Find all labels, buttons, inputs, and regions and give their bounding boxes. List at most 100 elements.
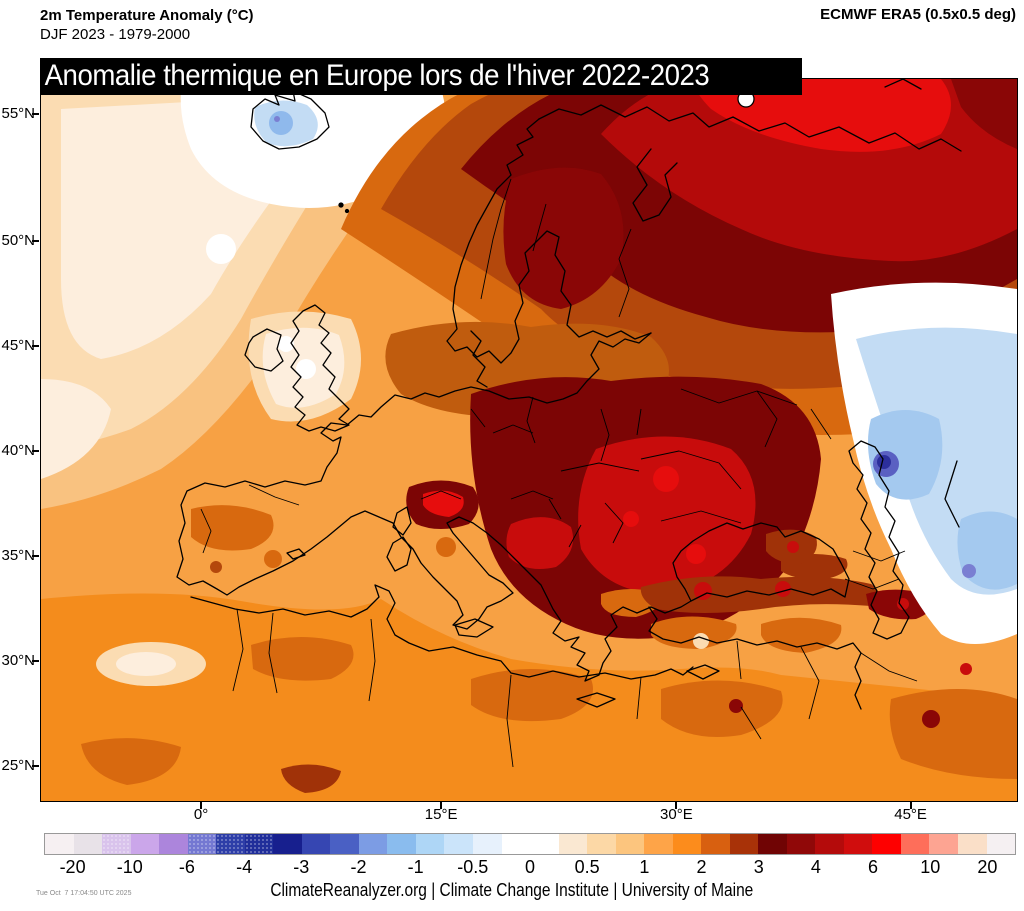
map-contour-shape	[269, 111, 293, 135]
colorbar-segment	[216, 834, 245, 854]
colorbar-segment	[587, 834, 616, 854]
lat-label: 35°N	[1, 547, 35, 565]
map-contour-shape	[576, 692, 616, 708]
map-contour-shape	[884, 79, 922, 90]
map-contour-shape	[200, 484, 300, 554]
colorbar-segment	[929, 834, 958, 854]
colorbar-segment	[159, 834, 188, 854]
map-contour-shape	[648, 606, 862, 710]
country-borders	[200, 178, 918, 768]
footer-credit: ClimateReanalyzer.org | Climate Change I…	[0, 880, 1024, 901]
lat-label: 30°N	[1, 651, 35, 669]
colorbar	[44, 833, 1016, 855]
colorbar-tick-label: -1	[407, 857, 424, 877]
colorbar-segment	[843, 834, 873, 854]
colorbar-segment	[786, 834, 816, 854]
colorbar-tick-label: -2	[350, 857, 367, 877]
map-contour-shape	[951, 79, 1017, 149]
colorbar-segment	[758, 834, 787, 854]
map-contour-shape	[736, 640, 918, 720]
map-contour-shape	[694, 582, 712, 600]
colorbar-segment	[530, 834, 559, 854]
map-contour-shape	[506, 517, 574, 570]
map-contour-shape	[480, 178, 512, 300]
map-contour-shape	[206, 234, 236, 264]
colorbar-tick-label: -10	[116, 857, 143, 877]
map-contour-shape	[691, 79, 951, 152]
lat-label: 25°N	[1, 756, 35, 774]
lat-tick	[32, 659, 39, 662]
colorbar-segment	[729, 834, 759, 854]
colorbar-segment	[130, 834, 160, 854]
map-contour-shape	[81, 738, 181, 785]
coastlines	[176, 79, 962, 710]
colorbar-tick-label: -4	[236, 857, 253, 877]
colorbar-tick-labels: -20 -10 -6 -4 -3 -2 -1 -0.5 0 0.5 1 2 3 4 6 10 20	[44, 857, 1016, 879]
map-contour-shape	[471, 669, 593, 722]
map-contour-shape	[686, 664, 720, 680]
colorbar-segment	[615, 834, 645, 854]
map-contour-shape	[756, 390, 832, 448]
anomaly-map: Anomalie thermique en Europe lors de l'h…	[1, 58, 1018, 823]
colorbar-segment	[73, 834, 103, 854]
lon-label: 45°E	[894, 806, 927, 823]
lat-tick	[32, 345, 39, 348]
colorbar-segment	[244, 834, 274, 854]
map-contour-shape	[190, 584, 694, 680]
map-contour-shape	[232, 608, 762, 768]
colorbar-tick-label: 2	[696, 857, 707, 877]
colorbar-segment	[415, 834, 445, 854]
colorbar-segment	[701, 834, 730, 854]
colorbar-segment	[187, 834, 217, 854]
map-contour-shape	[392, 506, 412, 536]
map-contour-shape	[286, 548, 306, 560]
map-contour-shape	[470, 330, 488, 388]
map-contour-shape	[877, 455, 891, 469]
map-contour-shape	[176, 386, 692, 682]
map-contour-shape	[653, 466, 679, 492]
lon-tick	[909, 802, 912, 809]
lat-label: 50°N	[1, 231, 35, 249]
map-contour-shape	[264, 550, 282, 568]
colorbar-tick-label: 4	[810, 857, 821, 877]
render-timestamp: Tue Oct 7 17:04:50 UTC 2025	[36, 890, 132, 897]
map-contour-shape	[386, 536, 412, 572]
map-contour-shape	[922, 710, 940, 728]
colorbar-tick-label: 20	[977, 857, 998, 877]
lat-tick	[32, 112, 39, 115]
map-contour-shape	[889, 689, 1017, 779]
map-contour-shape	[488, 332, 652, 404]
map-contour-shape	[623, 511, 639, 527]
colorbar-segment	[387, 834, 416, 854]
map-contour-shape	[618, 228, 632, 318]
colorbar-tick-label: 0	[524, 857, 535, 877]
colorbar-segment	[301, 834, 331, 854]
map-contour-shape	[848, 440, 910, 640]
map-contour-shape	[244, 328, 284, 372]
colorbar-segment	[501, 834, 531, 854]
colorbar-segment	[644, 834, 673, 854]
colorbar-segment	[900, 834, 930, 854]
lat-tick	[32, 239, 39, 242]
map-contour-shape	[661, 680, 783, 737]
map-contour-shape	[672, 522, 850, 602]
colorbar-tick-label: 3	[753, 857, 764, 877]
lon-tick	[200, 802, 203, 809]
map-contour-shape	[729, 699, 743, 713]
map-contour-shape	[538, 104, 962, 152]
map-contour-shape	[686, 544, 706, 564]
map-contour-shape	[338, 202, 344, 208]
lon-label: 30°E	[660, 806, 693, 823]
colorbar-segment	[958, 834, 987, 854]
header-left: 2m Temperature Anomaly (°C) DJF 2023 - 1…	[40, 6, 254, 44]
map-contour-shape	[423, 490, 464, 517]
map-contour-shape	[251, 637, 354, 681]
map-contour-shape	[210, 561, 222, 573]
map-contour-shape	[278, 336, 294, 352]
page-subtitle: DJF 2023 - 1979-2000	[40, 26, 191, 43]
colorbar-tick-label: 1	[639, 857, 650, 877]
map-contour-shape	[116, 652, 176, 676]
lat-label: 45°N	[1, 337, 35, 355]
colorbar-segment	[444, 834, 473, 854]
colorbar-tick-label: 0.5	[574, 857, 600, 877]
